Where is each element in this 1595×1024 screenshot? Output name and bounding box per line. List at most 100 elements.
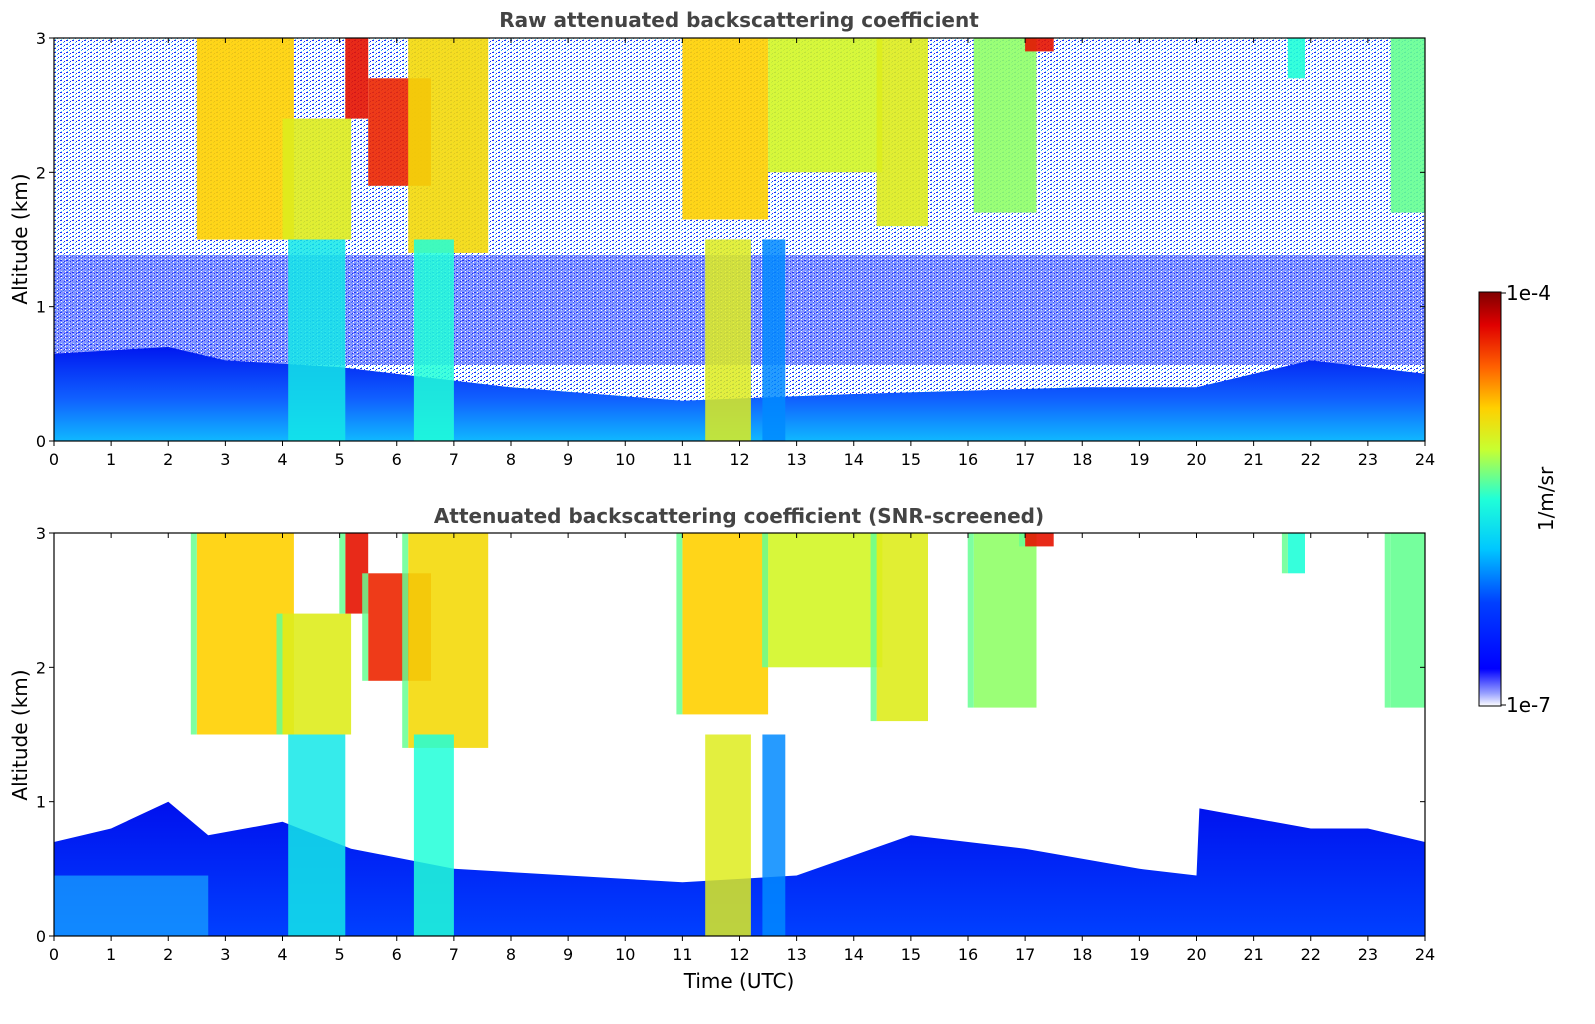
x-tick-label: 19 <box>1129 945 1149 964</box>
x-tick-label: 2 <box>163 945 173 964</box>
x-tick-label: 18 <box>1072 450 1092 469</box>
cloud-layer <box>1025 38 1054 52</box>
y-tick-label: 1 <box>36 298 46 317</box>
cloud-fringe <box>1384 533 1391 708</box>
precipitation-column <box>705 734 751 936</box>
x-tick-label: 13 <box>786 450 806 469</box>
x-tick-label: 7 <box>449 945 459 964</box>
heatmap-area <box>54 533 1425 936</box>
x-tick-label: 3 <box>220 945 230 964</box>
cloud-fringe <box>339 533 346 614</box>
x-tick-label: 0 <box>49 945 59 964</box>
x-tick-label: 10 <box>615 945 635 964</box>
x-tick-label: 11 <box>672 450 692 469</box>
y-tick-label: 0 <box>36 927 46 946</box>
cloud-fringe <box>1019 533 1026 547</box>
screened-backscatter-panel: Attenuated backscattering coefficient (S… <box>8 504 1435 993</box>
cloud-layer <box>682 38 769 220</box>
x-tick-label: 7 <box>449 450 459 469</box>
x-tick-label: 1 <box>106 945 116 964</box>
colorbar-min-label: 1e-7 <box>1506 693 1551 717</box>
cloud-layer <box>408 533 489 748</box>
x-tick-label: 2 <box>163 450 173 469</box>
precipitation-column <box>288 734 346 936</box>
x-tick-label: 22 <box>1301 945 1321 964</box>
cloud-layer <box>345 38 369 119</box>
cloud-layer <box>973 533 1037 708</box>
heatmap-area <box>54 38 1425 441</box>
cloud-fringe <box>967 533 974 708</box>
x-tick-label: 18 <box>1072 945 1092 964</box>
y-axis-label: Altitude (km) <box>8 173 32 304</box>
x-tick-label: 8 <box>506 945 516 964</box>
cloud-fringe <box>362 573 369 681</box>
cloud-layer <box>1287 533 1305 574</box>
cloud-fringe <box>1281 533 1288 574</box>
boundary-layer-region <box>54 347 1425 441</box>
x-tick-label: 20 <box>1186 450 1206 469</box>
x-tick-label: 19 <box>1129 450 1149 469</box>
x-tick-label: 6 <box>392 450 402 469</box>
x-tick-label: 17 <box>1015 945 1035 964</box>
near-surface-aerosol <box>54 875 209 936</box>
precipitation-column <box>762 239 786 441</box>
x-tick-label: 17 <box>1015 450 1035 469</box>
colorbar-gradient <box>1478 291 1502 707</box>
panel-title: Raw attenuated backscattering coefficien… <box>499 8 979 32</box>
x-tick-label: 11 <box>672 945 692 964</box>
cloud-layer <box>876 533 928 722</box>
x-tick-label: 1 <box>106 450 116 469</box>
y-axis-label: Altitude (km) <box>8 669 32 800</box>
x-tick-label: 20 <box>1186 945 1206 964</box>
colorbar-max-label: 1e-4 <box>1506 281 1551 305</box>
cloud-layer <box>196 38 294 240</box>
precipitation-column <box>762 734 786 936</box>
x-tick-label: 14 <box>844 945 864 964</box>
cloud-fringe <box>870 533 877 722</box>
x-tick-label: 5 <box>335 450 345 469</box>
cloud-fringe <box>762 533 769 668</box>
x-tick-label: 21 <box>1243 450 1263 469</box>
y-tick-label: 0 <box>36 432 46 451</box>
x-tick-label: 16 <box>958 945 978 964</box>
x-tick-label: 24 <box>1415 945 1435 964</box>
precipitation-column <box>288 239 346 441</box>
raw-backscatter-panel: Raw attenuated backscattering coefficien… <box>8 8 1435 469</box>
cloud-layer <box>682 533 769 715</box>
x-tick-label: 6 <box>392 945 402 964</box>
x-tick-label: 9 <box>563 945 573 964</box>
panel-title: Attenuated backscattering coefficient (S… <box>434 504 1044 528</box>
x-tick-label: 16 <box>958 450 978 469</box>
x-tick-label: 3 <box>220 450 230 469</box>
cloud-layer <box>408 38 489 253</box>
cloud-layer <box>768 38 883 173</box>
x-tick-label: 21 <box>1243 945 1263 964</box>
x-tick-label: 12 <box>729 945 749 964</box>
cloud-layer <box>1025 533 1054 547</box>
cloud-fringe <box>676 533 683 715</box>
cloud-layer <box>282 613 352 735</box>
cloud-layer <box>973 38 1037 213</box>
x-tick-label: 0 <box>49 450 59 469</box>
cloud-fringe <box>276 613 283 735</box>
x-tick-label: 14 <box>844 450 864 469</box>
colorbar-unit-label: 1/m/sr <box>1534 466 1558 531</box>
x-tick-label: 8 <box>506 450 516 469</box>
colorbar: 1e-4 1e-7 1/m/sr <box>1478 281 1558 717</box>
precipitation-column <box>413 239 454 441</box>
cloud-layer <box>876 38 928 227</box>
x-tick-label: 23 <box>1358 945 1378 964</box>
cloud-layer <box>282 118 352 240</box>
x-tick-label: 15 <box>901 450 921 469</box>
x-tick-label: 9 <box>563 450 573 469</box>
y-tick-label: 3 <box>36 29 46 48</box>
precipitation-column <box>413 734 454 936</box>
x-tick-label: 24 <box>1415 450 1435 469</box>
cloud-layer <box>1390 38 1425 213</box>
cloud-fringe <box>190 533 197 735</box>
x-tick-label: 23 <box>1358 450 1378 469</box>
y-tick-label: 1 <box>36 793 46 812</box>
y-tick-label: 3 <box>36 524 46 543</box>
x-tick-label: 12 <box>729 450 749 469</box>
